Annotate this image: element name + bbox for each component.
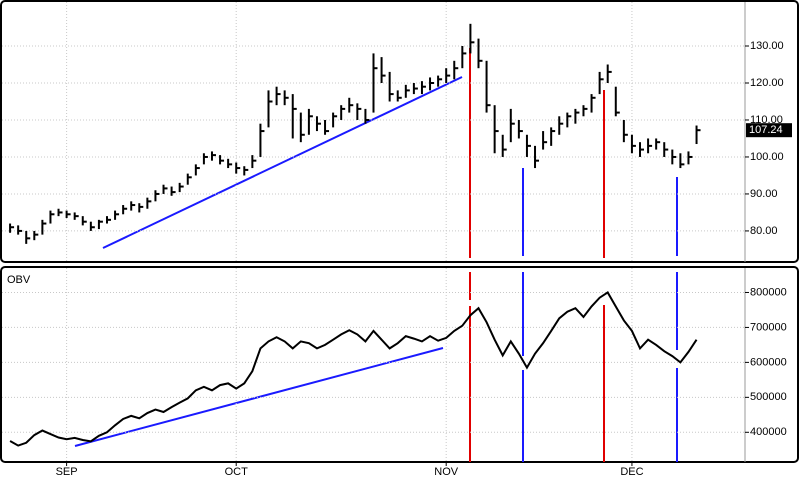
x-tick-label: OCT [225,466,249,478]
obv-line [9,291,698,447]
y-tick-label: 80.00 [750,225,778,237]
y-tick-label: 100.00 [750,151,784,163]
y-tick-label: 120.00 [750,77,784,89]
y-tick-label: 110.00 [750,114,783,126]
y-tick-label: 130.00 [750,40,784,52]
y-tick-label: 700000 [750,321,787,333]
y-tick-label: 400000 [750,426,787,438]
y-tick-label: 90.00 [750,188,778,200]
y-tick-label: 500000 [750,391,787,403]
x-tick-label: SEP [56,466,78,478]
y-tick-label: 600000 [750,356,787,368]
x-tick-label: NOV [434,466,459,478]
annotations [74,48,678,462]
trend-line [74,347,444,447]
x-tick-label: DEC [620,466,643,478]
panel-title: OBV [7,274,31,286]
obv-panel [0,266,799,463]
last-value-box [746,123,792,138]
price-panel [0,0,799,263]
last-value-label: 107.24 [749,124,783,136]
y-tick-label: 800000 [750,286,787,298]
trend-line [102,76,463,249]
